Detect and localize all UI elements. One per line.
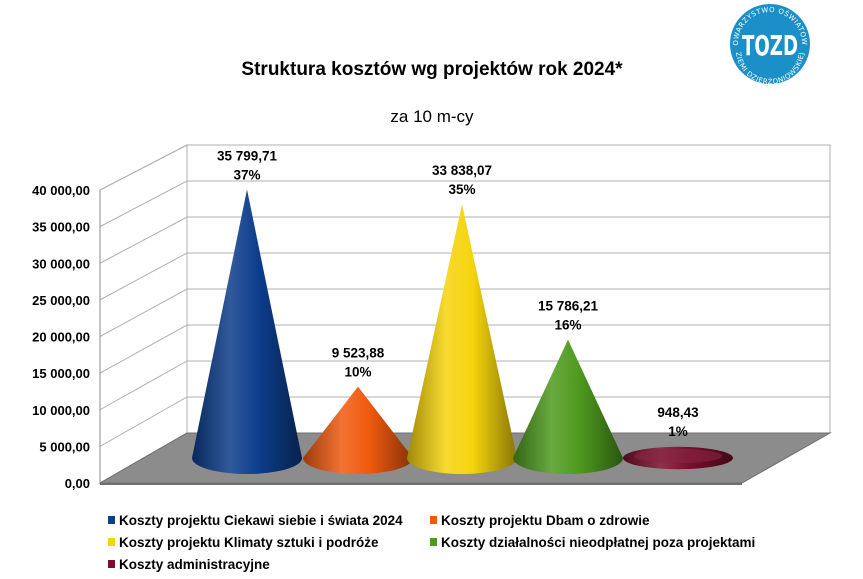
cone-mark <box>303 386 413 474</box>
legend-item: Koszty projektu Dbam o zdrowie <box>430 513 650 528</box>
cone-1 <box>192 189 302 474</box>
data-label-value: 948,43 <box>657 405 699 420</box>
left-wall <box>99 144 188 484</box>
gridline <box>99 252 830 301</box>
gridline <box>99 144 830 191</box>
y-tick-label: 35 000,00 <box>32 220 90 235</box>
data-label-value: 33 838,07 <box>432 163 492 178</box>
cone-mark <box>513 339 623 474</box>
cone-mark <box>192 189 302 474</box>
y-tick-label: 10 000,00 <box>32 403 90 418</box>
cone-mark <box>407 204 517 474</box>
legend-item: Koszty projektu Klimaty sztuki i podróże <box>108 535 379 550</box>
data-label-percent: 35% <box>448 182 475 197</box>
gridline <box>99 324 830 374</box>
legend-label: Koszty działalności nieodpłatnej poza pr… <box>441 535 755 550</box>
chart-subtitle: za 10 m-cy <box>390 107 474 126</box>
data-label-percent: 37% <box>233 168 260 183</box>
legend-label: Koszty projektu Dbam o zdrowie <box>441 513 650 528</box>
legend-label: Koszty projektu Klimaty sztuki i podróże <box>119 535 379 550</box>
cone-2 <box>303 386 413 474</box>
data-label-percent: 16% <box>554 318 581 333</box>
data-label-value: 35 799,71 <box>217 149 278 164</box>
legend-swatch <box>430 516 437 524</box>
gridline <box>99 288 830 337</box>
data-label-percent: 10% <box>344 365 371 380</box>
cone-4 <box>513 339 623 474</box>
y-axis: 0,00 5 000,00 10 000,00 15 000,00 20 000,00 2… <box>32 183 101 491</box>
legend-label: Koszty administracyjne <box>119 557 270 572</box>
data-label-value: 15 786,21 <box>538 299 599 314</box>
y-tick-label: 5 000,00 <box>39 439 90 454</box>
gridline <box>99 180 830 228</box>
chart-title: Struktura kosztów wg projektów rok 2024* <box>241 59 623 80</box>
logo-initials: TOZD <box>742 29 798 62</box>
y-tick-label: 15 000,00 <box>32 366 90 381</box>
logo-text-top: TOWARZYSTWO OŚWIATOWE <box>0 0 808 46</box>
y-tick-label: 30 000,00 <box>32 256 90 271</box>
floor-edge <box>100 483 742 485</box>
legend-item: Koszty działalności nieodpłatnej poza pr… <box>430 535 755 550</box>
data-label-percent: 1% <box>668 424 688 439</box>
y-tick-label: 20 000,00 <box>32 330 90 345</box>
legend-swatch <box>108 560 115 568</box>
cone-3 <box>407 204 517 474</box>
cone-top <box>634 448 722 464</box>
y-tick-label: 0,00 <box>65 476 90 491</box>
legend-item: Koszty projektu Ciekawi siebie i świata … <box>108 513 403 528</box>
cone-5 <box>623 446 733 470</box>
gridline <box>99 360 830 411</box>
legend: Koszty projektu Ciekawi siebie i świata … <box>108 513 755 572</box>
legend-item: Koszty administracyjne <box>108 557 270 572</box>
data-label-value: 9 523,88 <box>332 346 385 361</box>
legend-swatch <box>108 516 115 524</box>
gridline <box>99 396 830 447</box>
cones <box>192 189 733 474</box>
legend-swatch <box>108 538 115 546</box>
gridline <box>99 216 830 264</box>
data-labels: 37% 35 799,71 10% 9 523,88 35% 33 838,07 16% 15… <box>217 149 699 439</box>
logo-circle <box>730 4 810 84</box>
y-tick-label: 25 000,00 <box>32 293 90 308</box>
y-tick-label: 40 000,00 <box>32 183 90 198</box>
legend-swatch <box>430 538 437 546</box>
legend-label: Koszty projektu Ciekawi siebie i świata … <box>119 513 403 528</box>
